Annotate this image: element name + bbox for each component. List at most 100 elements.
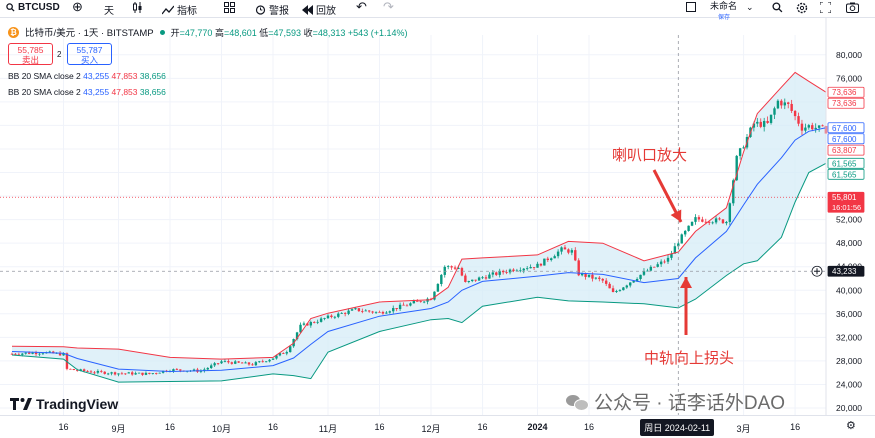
settings-icon[interactable] [796,2,808,14]
candle-body [450,266,453,268]
candle-body [601,278,604,281]
indicator-row[interactable]: BB 20 SMA close 2 43,255 47,853 38,656 [8,87,166,97]
candle-body [474,279,477,281]
indicators-button[interactable]: 指标 [162,2,197,17]
candle-body [62,353,65,356]
candle-body [158,372,161,374]
candle-body [735,155,738,181]
candle-body [653,266,656,268]
replay-button[interactable]: 回放 [302,2,336,17]
candle-body [27,352,31,354]
layout-checkbox-icon[interactable] [686,2,696,12]
axis-settings-icon[interactable]: ⚙ [846,420,856,432]
candle-body [769,114,773,123]
candle-body [10,353,14,355]
candle-body [529,267,532,269]
candle-body [100,370,103,372]
candle-body [615,291,618,292]
candle-body [124,373,127,375]
interval-button[interactable]: 天 [104,2,114,17]
candle-body [738,148,742,156]
candle-body [76,370,79,371]
buy-button[interactable]: 55,787 买入 [67,43,112,65]
candle-body [550,258,553,261]
bollinger-upper-line [11,71,827,360]
candle-body [642,271,646,275]
candle-body [656,264,659,267]
candle-body [41,353,45,355]
candle-body [577,260,580,276]
candle-body [82,369,86,371]
buy-label: 买入 [80,55,98,65]
candle-body [598,277,601,279]
candle-body [632,280,635,283]
candle-body [522,268,525,271]
layout-dropdown-icon[interactable]: ⌄ [746,2,754,12]
candle-body [680,234,683,244]
candle-body [367,310,371,312]
candle-body [433,291,436,300]
candle-body [385,312,388,314]
price-label: 61,565 [832,170,857,179]
alert-button[interactable]: 警报 [255,2,289,17]
candle-body [666,257,670,262]
price-tick-label: 20,000 [836,403,862,413]
camera-icon[interactable] [846,2,859,13]
layout-name-button[interactable]: 未命名 保存 [710,0,737,21]
time-tick-label: 16 [164,422,175,432]
compare-plus-icon[interactable]: ⊕ [72,0,83,14]
candle-body [821,125,824,127]
layout-grid-icon[interactable] [224,2,235,13]
candle-body [220,361,223,364]
symbol-search[interactable]: BTCUSD [6,2,60,13]
quick-search-icon[interactable] [772,2,783,13]
candle-body [532,267,536,268]
price-tick-label: 52,000 [836,215,862,225]
time-axis[interactable]: 16 9月 16 10月 16 11月 16 12月 16 2024 16 3月 16 周日 2024-0… [0,415,875,438]
candle-body [361,311,364,312]
candle-body [659,261,663,265]
price-label-box [827,133,865,145]
candle-body [718,218,721,220]
market-open-dot [159,29,165,35]
candle-body [333,316,337,318]
candle-body [690,221,694,226]
candle-body [144,372,148,375]
candle-body [137,372,141,374]
time-tick-label: 16 [477,422,488,432]
candle-body [337,313,340,317]
candle-body [783,102,786,106]
candle-body [278,353,282,356]
chart-title: 比特币/美元 · 1天 · BITSTAMP [25,28,154,39]
candle-body [701,219,704,222]
sell-button[interactable]: 55,785 卖出 [8,43,53,65]
candle-body [714,218,718,223]
candle-body [179,369,182,371]
candle-body [457,268,460,269]
candle-body [392,308,395,312]
close-value: =48,313 [312,27,346,38]
candle-body [670,253,673,258]
time-tick-label: 16 [58,422,69,432]
candle-body [491,272,495,275]
low-label: 低 [259,27,269,38]
redo-icon[interactable]: ↷ [383,0,394,14]
price-label: 73,636 [832,88,857,97]
price-label-box [827,168,865,180]
candle-body [663,261,666,263]
candle-body [192,369,196,371]
candle-body [134,373,137,375]
indicator-row[interactable]: BB 20 SMA close 2 43,255 47,853 38,656 [8,71,166,81]
chart-plot[interactable]: 80,00076,00072,00068,00064,00060,00056,0… [0,0,875,415]
candle-body [289,346,292,353]
candle-body [525,268,529,270]
undo-icon[interactable]: ↶ [356,0,367,14]
candle-body [817,125,821,128]
candle-type-icon[interactable] [132,2,143,13]
price-label-box [827,97,865,109]
candle-body [374,311,378,313]
candle-body [536,263,539,268]
price-label: 55,801 [832,193,857,202]
time-tick-label: 2024 [527,422,548,432]
candle-body [543,258,546,266]
